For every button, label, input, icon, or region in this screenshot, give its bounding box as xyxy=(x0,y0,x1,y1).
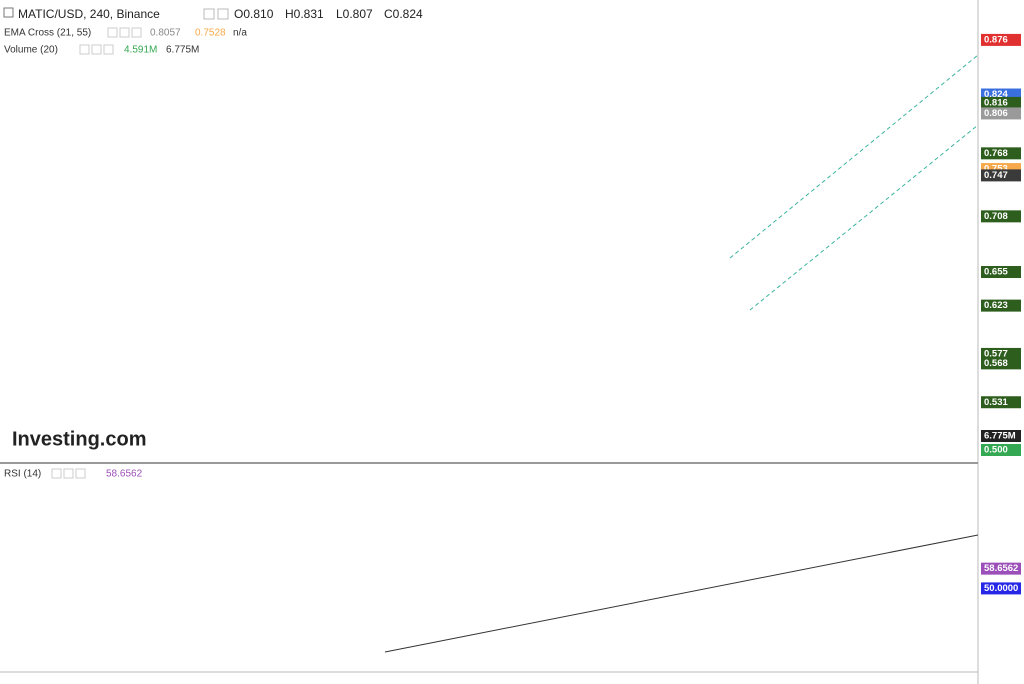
rsi-value: 58.6562 xyxy=(106,469,143,480)
ema-value: n/a xyxy=(233,28,247,39)
volume-ma-label-box xyxy=(981,430,1021,442)
legend-icon[interactable] xyxy=(51,468,62,479)
rsi-trend-line xyxy=(384,534,979,653)
level-label-box xyxy=(981,107,1021,120)
legend-icon[interactable] xyxy=(75,468,86,479)
level-label-box xyxy=(981,347,1021,360)
legend-icon[interactable] xyxy=(131,27,142,38)
level-label: 0.806 xyxy=(984,108,1008,119)
level-label-box xyxy=(981,266,1021,279)
legend-icon[interactable] xyxy=(79,44,90,55)
level-label-box xyxy=(981,210,1021,223)
level-label: 0.568 xyxy=(984,358,1008,369)
ema-title: EMA Cross (21, 55) xyxy=(4,28,91,39)
level-label-box xyxy=(981,33,1021,46)
level-label: 0.655 xyxy=(984,267,1008,278)
volume-value: 4.591M xyxy=(124,45,157,56)
ema-value: 0.7528 xyxy=(195,28,226,39)
level-label-box xyxy=(981,299,1021,312)
rsi-title: RSI (14) xyxy=(4,469,41,480)
rsi-last-label: 58.6562 xyxy=(984,563,1018,574)
ohlc-low: L0.807 xyxy=(336,7,373,21)
level-label: 0.768 xyxy=(984,148,1008,159)
symbol: MATIC/USD, 240, Binance xyxy=(18,7,160,21)
legend-icon[interactable] xyxy=(63,468,74,479)
channel-upper xyxy=(729,54,979,259)
ohlc-open: O0.810 xyxy=(234,7,274,21)
level-label: 0.816 xyxy=(984,97,1008,108)
level-label-box xyxy=(981,96,1021,109)
rsi-last-label-box xyxy=(981,562,1021,575)
volume-title: Volume (20) xyxy=(4,45,58,56)
ohlc-close: C0.824 xyxy=(384,7,423,21)
legend-icon[interactable] xyxy=(91,44,102,55)
legend-icon[interactable] xyxy=(119,27,130,38)
ema-value: 0.8057 xyxy=(150,28,181,39)
volume-value: 6.775M xyxy=(166,45,199,56)
level-label: 0.577 xyxy=(984,348,1008,359)
level-label-box xyxy=(981,444,1021,456)
legend-icon[interactable] xyxy=(103,44,114,55)
level-label: 0.824 xyxy=(984,89,1008,100)
watermark: Investing.com xyxy=(12,428,146,450)
legend-icon[interactable] xyxy=(203,8,215,20)
legend-icon[interactable] xyxy=(107,27,118,38)
volume-ma-label: 6.775M xyxy=(984,431,1016,442)
rsi-level-label: 50.0000 xyxy=(984,583,1018,594)
level-label-box xyxy=(981,169,1021,182)
level-label-box xyxy=(981,396,1021,409)
level-label: 0.531 xyxy=(984,397,1008,408)
level-label: 0.708 xyxy=(984,211,1008,222)
level-label: 0.747 xyxy=(984,170,1008,181)
level-label: 0.876 xyxy=(984,34,1008,45)
legend-icon[interactable] xyxy=(217,8,229,20)
level-label-box xyxy=(981,357,1021,370)
level-label: 0.623 xyxy=(984,300,1008,311)
level-label: 0.753 xyxy=(984,164,1008,175)
level-label-box xyxy=(981,147,1021,160)
rsi-level-label-box xyxy=(981,582,1021,595)
ohlc-high: H0.831 xyxy=(285,7,324,21)
menu-icon[interactable] xyxy=(3,7,14,18)
level-label: 0.500 xyxy=(984,445,1008,456)
